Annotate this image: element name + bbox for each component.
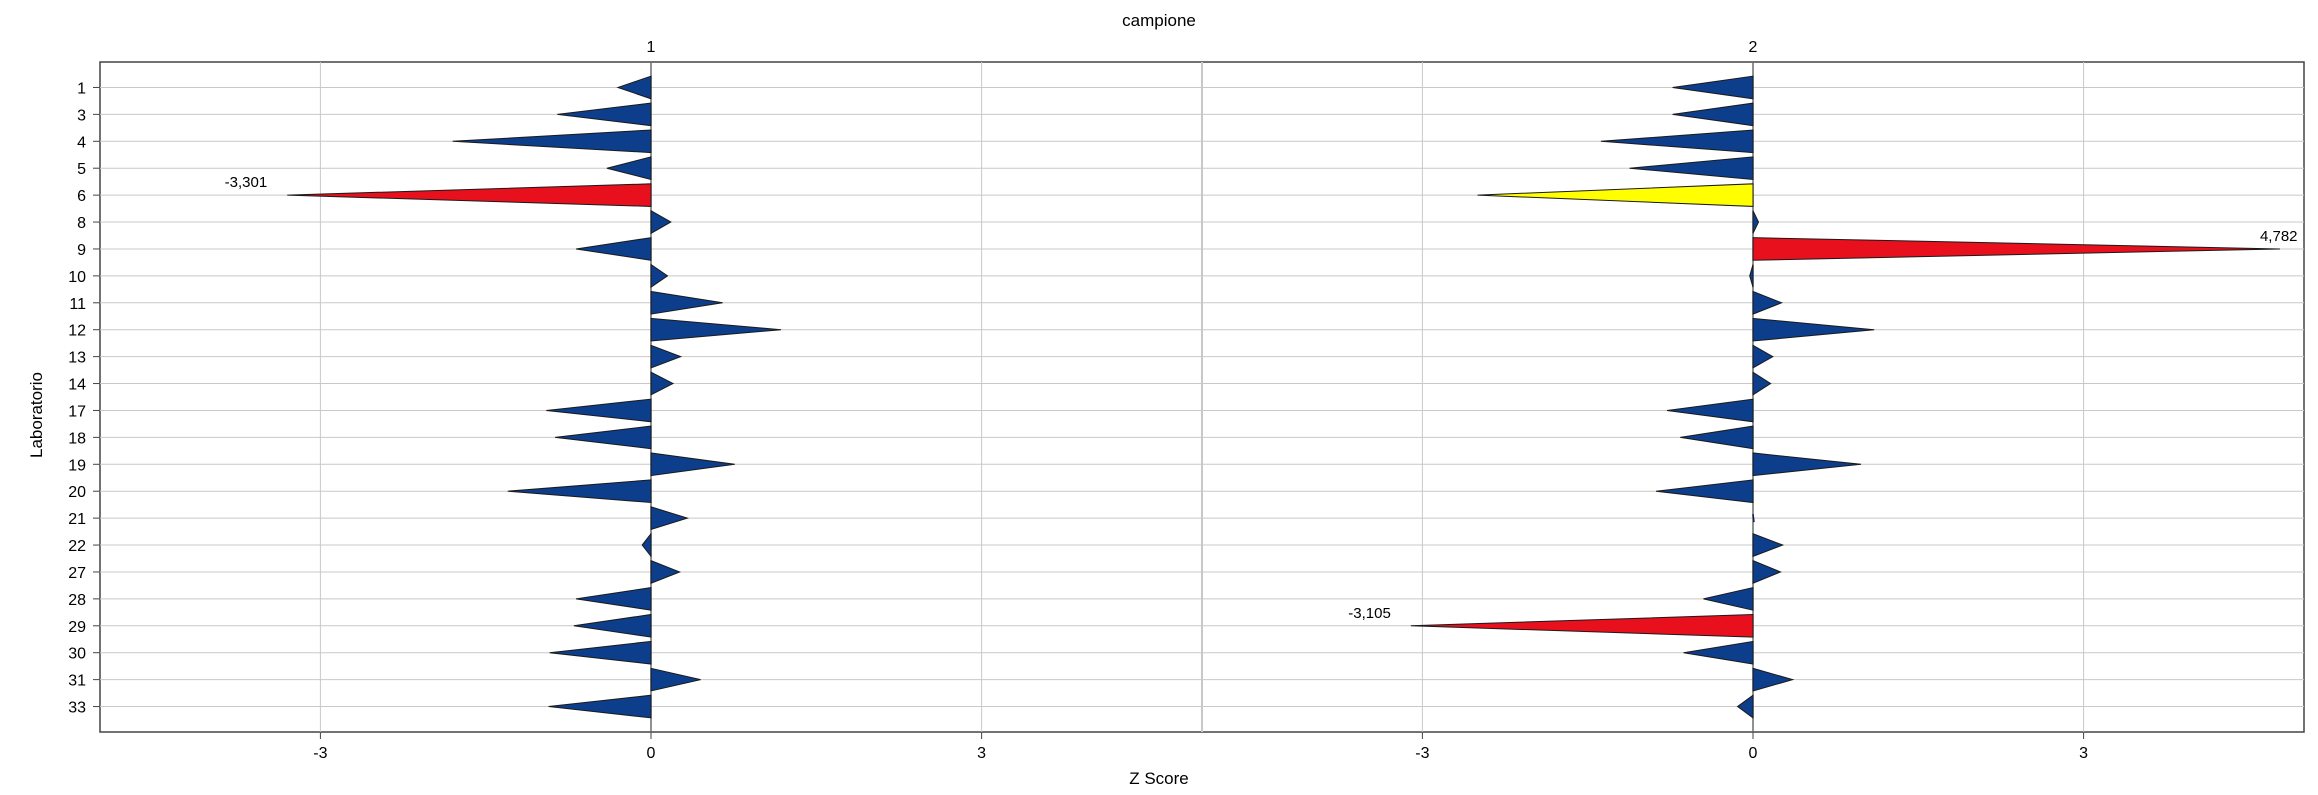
zscore-bar — [575, 586, 652, 611]
zscore-bar — [1752, 559, 1782, 585]
zscore-bar — [1683, 640, 1754, 665]
zscore-bar — [1680, 425, 1754, 450]
y-tick-label: 29 — [68, 619, 86, 636]
zscore-bar — [546, 398, 652, 423]
y-tick-label: 19 — [68, 457, 86, 474]
value-annotation: -3,301 — [225, 174, 268, 191]
y-tick-label: 30 — [68, 646, 86, 663]
y-tick-label: 14 — [68, 377, 86, 394]
zscore-bar — [575, 237, 652, 261]
y-tick-label: 18 — [68, 430, 86, 447]
zscore-bar — [1752, 371, 1772, 396]
y-tick-label: 33 — [68, 700, 86, 717]
zscore-bar — [650, 317, 782, 342]
y-tick-label: 5 — [77, 161, 86, 178]
zscore-bar — [1752, 317, 1875, 342]
zscore-bar — [1752, 290, 1784, 315]
y-axis-label: Laboratorio — [27, 372, 46, 458]
zscore-bar — [548, 694, 652, 719]
y-tick-label: 11 — [69, 296, 86, 313]
zscore-bar — [616, 75, 652, 100]
y-tick-label: 3 — [77, 107, 86, 124]
zscore-bar — [650, 506, 690, 531]
plot-area: 1345689101112131417181920212227282930313… — [68, 39, 2305, 762]
y-tick-label: 13 — [68, 350, 86, 367]
y-tick-label: 22 — [68, 538, 86, 555]
y-tick-label: 20 — [68, 484, 86, 501]
zscore-bar — [1749, 264, 1754, 288]
zscore-bar — [287, 183, 652, 207]
y-tick-label: 10 — [68, 269, 86, 286]
value-annotation: -3,105 — [1348, 605, 1391, 622]
zscore-bar — [1600, 129, 1754, 154]
zscore-bar — [1752, 533, 1785, 558]
zscore-bar — [555, 425, 652, 450]
zscore-bar — [1477, 183, 1754, 207]
zscore-bar — [507, 479, 652, 504]
zscore-bar — [650, 263, 669, 289]
zscore-bar — [573, 613, 652, 638]
zscore-bar — [650, 209, 672, 235]
x-tick-label: 0 — [1749, 745, 1758, 762]
y-tick-label: 21 — [68, 511, 86, 528]
zscore-bar — [650, 344, 683, 369]
zscore-bar — [549, 640, 652, 665]
y-tick-label: 9 — [77, 242, 86, 259]
x-tick-label: -3 — [313, 745, 327, 762]
chart-title: campione — [1122, 11, 1196, 30]
x-tick-label: 3 — [2079, 745, 2088, 762]
panel-header: 2 — [1749, 39, 1758, 56]
x-axis-label: Z Score — [1129, 769, 1189, 788]
zscore-bar — [1410, 613, 1754, 638]
y-tick-label: 28 — [68, 592, 86, 609]
zscore-bar — [1666, 398, 1754, 423]
zscore-bar — [650, 371, 675, 396]
y-tick-label: 1 — [77, 80, 86, 97]
zscore-bar — [1752, 237, 2280, 261]
y-tick-label: 31 — [68, 673, 86, 690]
x-tick-label: 3 — [977, 745, 986, 762]
zscore-bar — [1672, 75, 1754, 100]
zscore-bar — [452, 129, 652, 154]
zscore-bar — [606, 156, 652, 181]
zscore-bar — [1752, 667, 1795, 692]
zscore-bar — [650, 290, 723, 315]
zscore-bar — [1752, 452, 1862, 477]
zscore-bar — [1752, 344, 1774, 369]
panel-header: 1 — [647, 39, 656, 56]
x-tick-label: 0 — [647, 745, 656, 762]
zscore-bar — [1752, 514, 1755, 523]
y-tick-label: 17 — [68, 403, 86, 420]
y-tick-label: 27 — [68, 565, 86, 582]
y-tick-label: 8 — [77, 215, 86, 232]
value-annotation: 4,782 — [2260, 228, 2298, 245]
zscore-bar — [650, 667, 701, 692]
zscore-bar — [1655, 479, 1754, 504]
y-tick-label: 4 — [77, 134, 86, 151]
zscore-bar — [1629, 156, 1754, 181]
y-tick-label: 12 — [68, 323, 86, 340]
y-tick-label: 6 — [77, 188, 86, 205]
zscore-bar — [1703, 586, 1754, 611]
zscore-bar — [1672, 102, 1754, 127]
x-tick-label: -3 — [1415, 745, 1429, 762]
zscore-bar — [557, 102, 652, 127]
zscore-bar — [641, 532, 652, 558]
zscore-bar — [1752, 210, 1760, 234]
zscore-bar — [1736, 694, 1754, 719]
zscore-bar — [650, 559, 682, 584]
zscore-bar — [650, 452, 735, 477]
